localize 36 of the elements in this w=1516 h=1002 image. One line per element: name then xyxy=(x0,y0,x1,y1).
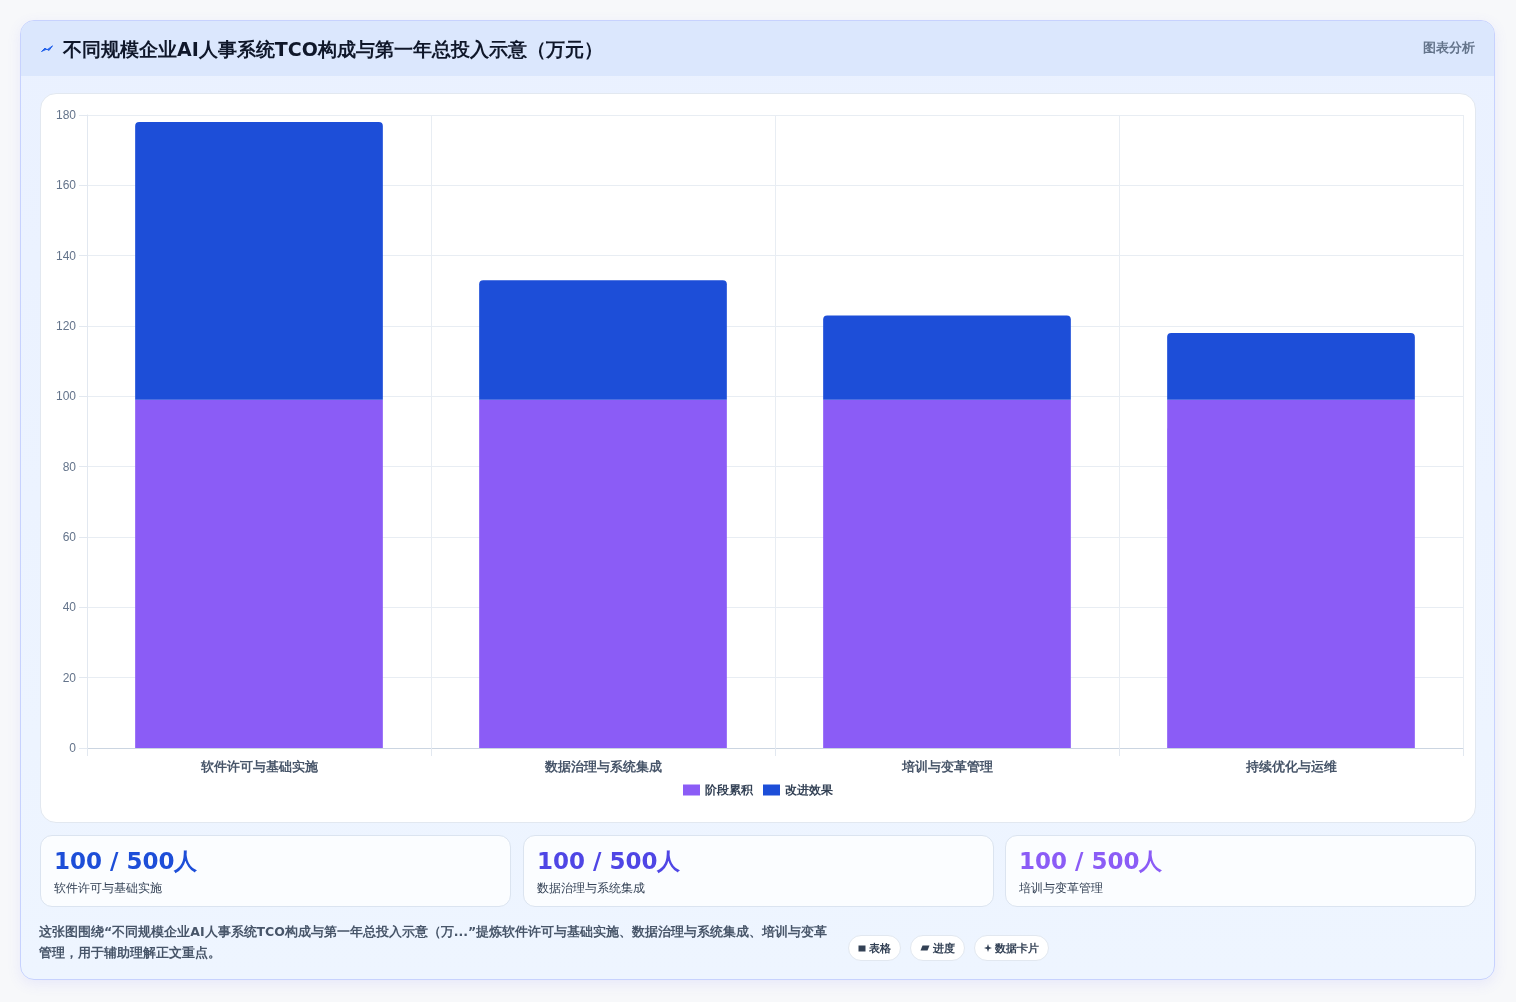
text: 数据治理与系统集成 xyxy=(537,880,645,896)
text: 这张图围绕“不同规模企业AI人事系统TCO构成与第一年总投入示意（万...”提炼软件许可与基础实施、数据治理与系统集成、培训与变革管理，用于辅助理解正文重点。 xyxy=(39,923,829,962)
bar xyxy=(135,122,383,400)
tag-chip: 数据卡片 xyxy=(974,935,1049,961)
bar xyxy=(135,399,383,748)
bar xyxy=(1167,399,1415,748)
legend-label: 阶段累积 xyxy=(705,783,754,797)
bar xyxy=(823,315,1071,400)
y-tick-label: 120 xyxy=(55,319,77,333)
tag-chip: 进度 xyxy=(910,935,965,961)
bar xyxy=(1167,333,1415,400)
chart-title: 不同规模企业AI人事系统TCO构成与第一年总投入示意（万元） xyxy=(63,37,603,62)
x-tick-label: 软件许可与基础实施 xyxy=(199,759,319,774)
text: 图表分析 xyxy=(1422,39,1475,57)
y-tick-label: 160 xyxy=(55,178,77,193)
text: 100 / 500人 xyxy=(537,847,681,876)
bar xyxy=(823,399,1071,748)
y-tick-label: 180 xyxy=(55,108,77,122)
y-tick-label: 80 xyxy=(62,459,77,474)
text: 100 / 500人 xyxy=(1019,847,1163,876)
bar xyxy=(479,280,727,400)
y-tick-label: 20 xyxy=(62,670,77,685)
legend-label: 改进效果 xyxy=(785,783,834,797)
x-tick-label: 数据治理与系统集成 xyxy=(543,759,662,774)
y-tick-label: 140 xyxy=(55,248,77,263)
y-tick-label: 0 xyxy=(69,741,77,755)
bar xyxy=(479,399,727,748)
y-tick-label: 60 xyxy=(62,530,77,544)
x-tick-label: 培训与变革管理 xyxy=(900,759,993,774)
text: 培训与变革管理 xyxy=(1019,880,1103,896)
tag-chip: 表格 xyxy=(848,935,901,961)
y-tick-label: 40 xyxy=(62,600,77,615)
y-tick-label: 100 xyxy=(55,389,77,404)
x-tick-label: 持续优化与运维 xyxy=(1244,759,1337,774)
text: 软件许可与基础实施 xyxy=(54,880,162,896)
text: 100 / 500人 xyxy=(54,847,198,876)
